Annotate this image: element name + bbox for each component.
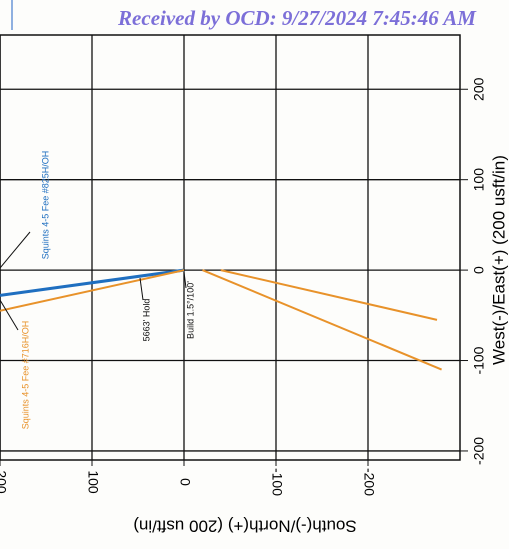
annotation: Squints 4-5 Fee #716H/OH (20, 321, 30, 430)
leader-line (183, 271, 187, 289)
y-tick-label: -200 (471, 437, 487, 465)
leader-line (139, 277, 144, 301)
x-tick-label: -200 (361, 468, 377, 496)
x-tick-label: 0 (177, 478, 193, 486)
y-tick-label: 100 (471, 168, 487, 192)
y-tick-label: 0 (471, 266, 487, 274)
well-path (202, 269, 442, 371)
y-tick-label: 200 (471, 77, 487, 101)
annotation: Squints 4-5 Fee #825H/OH (40, 151, 50, 260)
plot-frame (0, 34, 461, 461)
x-tick-label: 200 (0, 470, 9, 494)
received-stamp: Received by OCD: 9/27/2024 7:45:46 AM (117, 6, 477, 30)
annotation: 5663' Hold (141, 299, 151, 342)
leader-line (0, 299, 19, 331)
annotation: Build 1.5°/100' (185, 281, 195, 339)
leader-line (0, 231, 31, 269)
well-path (0, 268, 185, 297)
well-path (220, 269, 438, 321)
x-tick-label: -100 (269, 468, 285, 496)
well-path (0, 269, 185, 312)
y-tick-label: -100 (471, 346, 487, 374)
y-axis-title: West(-)/East(+) (200 usft/in) (489, 155, 508, 365)
x-axis-title: South(-)/North(+) (200 usft/in) (133, 517, 356, 536)
x-tick-label: 100 (85, 470, 101, 494)
